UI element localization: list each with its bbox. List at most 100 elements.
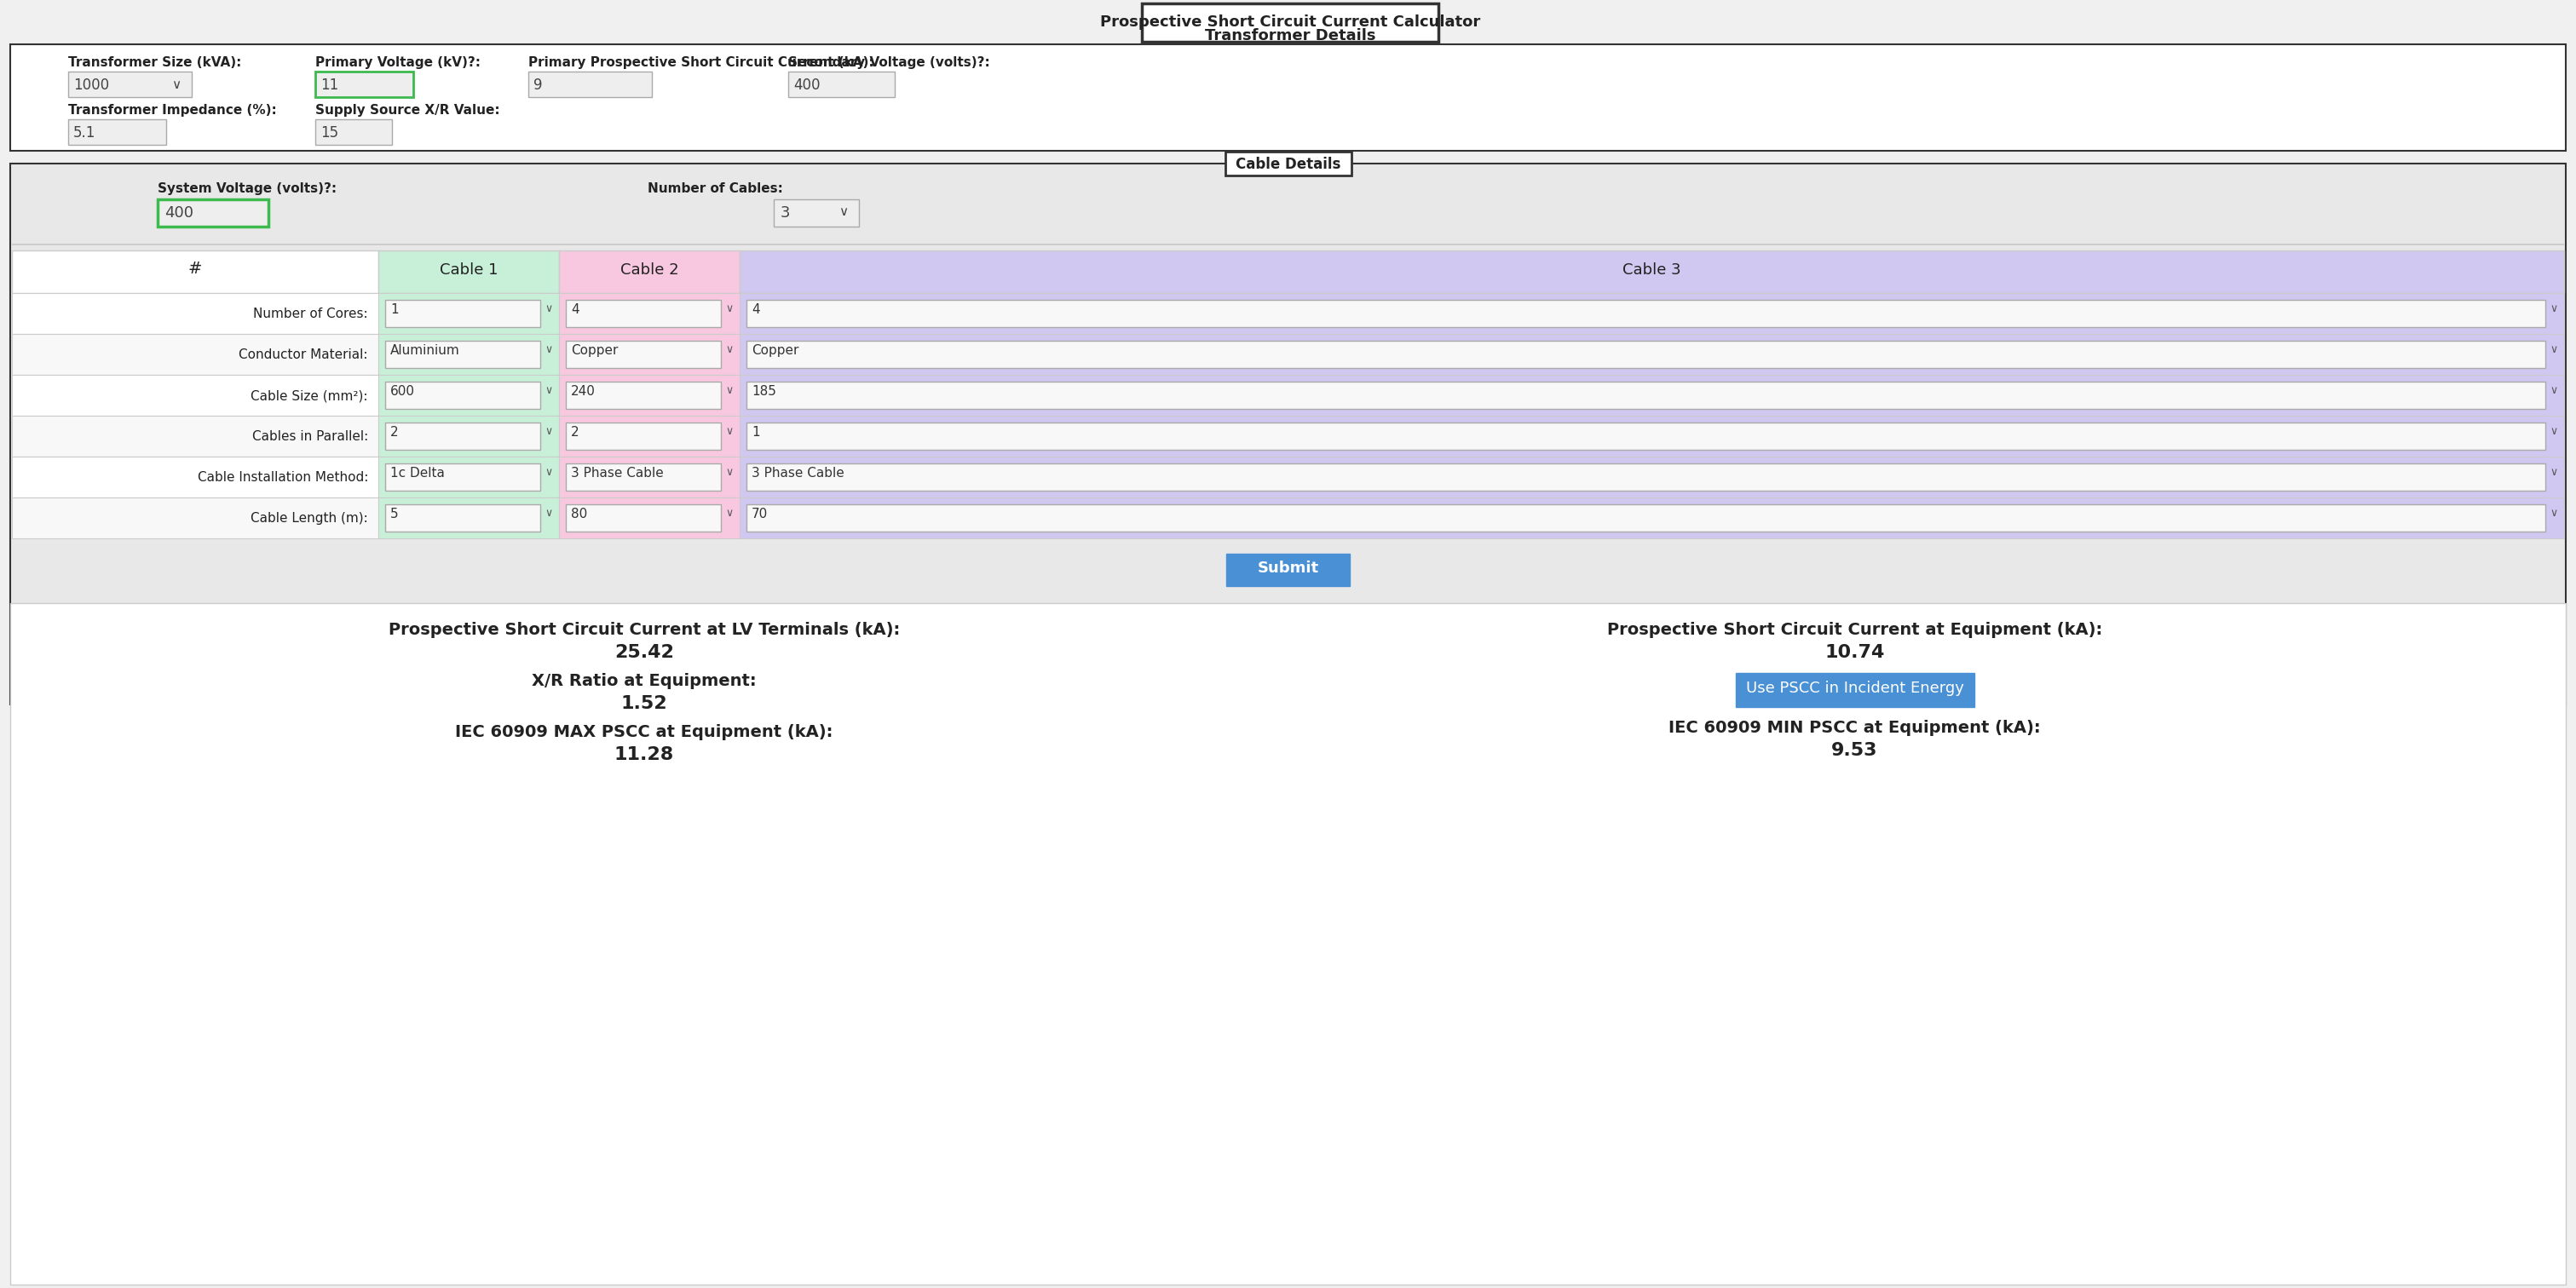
Text: ∨: ∨ <box>2550 385 2558 397</box>
Bar <box>13 497 379 538</box>
Bar <box>559 456 739 497</box>
Bar <box>386 341 541 368</box>
Text: 25.42: 25.42 <box>613 644 675 661</box>
Bar <box>747 341 2545 368</box>
Bar <box>747 464 2545 491</box>
Text: ∨: ∨ <box>726 507 734 519</box>
Text: 240: 240 <box>572 385 595 398</box>
Text: 10.74: 10.74 <box>1824 644 1886 661</box>
Bar <box>10 44 2566 151</box>
Text: Primary Prospective Short Circuit Current (kA):: Primary Prospective Short Circuit Curren… <box>528 57 873 70</box>
Text: 185: 185 <box>752 385 775 398</box>
Bar <box>739 250 2563 294</box>
Text: IEC 60909 MIN PSCC at Equipment (kA):: IEC 60909 MIN PSCC at Equipment (kA): <box>1669 720 2040 735</box>
Bar <box>13 416 379 456</box>
Text: 3 Phase Cable: 3 Phase Cable <box>752 466 845 479</box>
Bar <box>739 294 2563 334</box>
Bar <box>739 375 2563 416</box>
Text: Transformer Impedance (%):: Transformer Impedance (%): <box>67 104 276 117</box>
Text: ∨: ∨ <box>840 205 848 218</box>
Bar <box>386 505 541 532</box>
Text: Number of Cables:: Number of Cables: <box>647 183 783 194</box>
Text: 9: 9 <box>533 77 544 93</box>
Bar <box>379 497 559 538</box>
Text: Submit: Submit <box>1257 560 1319 576</box>
Bar <box>559 250 739 294</box>
Text: Copper: Copper <box>572 344 618 357</box>
Text: Aluminium: Aluminium <box>392 344 461 357</box>
Text: 3: 3 <box>781 205 791 220</box>
Bar <box>747 505 2545 532</box>
Text: 4: 4 <box>572 303 580 316</box>
Text: ∨: ∨ <box>726 303 734 314</box>
Text: ∨: ∨ <box>544 466 551 478</box>
Text: #: # <box>188 260 201 277</box>
Text: 11: 11 <box>319 77 337 93</box>
Text: ∨: ∨ <box>726 385 734 397</box>
Bar <box>559 294 739 334</box>
Text: 15: 15 <box>319 125 337 140</box>
Text: 2: 2 <box>392 426 399 439</box>
Bar <box>67 120 167 144</box>
Bar <box>386 381 541 408</box>
Text: 5: 5 <box>392 507 399 520</box>
Text: ∨: ∨ <box>544 303 551 314</box>
Text: ∨: ∨ <box>2550 507 2558 519</box>
Bar <box>559 416 739 456</box>
Text: System Voltage (volts)?:: System Voltage (volts)?: <box>157 183 337 194</box>
Bar <box>157 200 268 227</box>
Bar <box>1226 554 1350 586</box>
Bar <box>13 375 379 416</box>
Bar <box>1226 152 1350 175</box>
Bar <box>379 294 559 334</box>
Text: ∨: ∨ <box>726 426 734 437</box>
Bar <box>13 250 379 294</box>
Text: 5.1: 5.1 <box>72 125 95 140</box>
Text: X/R Ratio at Equipment:: X/R Ratio at Equipment: <box>531 672 757 689</box>
Text: Cable 3: Cable 3 <box>1623 263 1682 278</box>
Text: Copper: Copper <box>752 344 799 357</box>
Bar <box>314 72 412 97</box>
Text: ∨: ∨ <box>2550 466 2558 478</box>
Text: 70: 70 <box>752 507 768 520</box>
Bar <box>788 72 894 97</box>
Text: 600: 600 <box>392 385 415 398</box>
Text: ∨: ∨ <box>544 507 551 519</box>
Bar <box>567 300 721 327</box>
Text: Number of Cores:: Number of Cores: <box>252 308 368 321</box>
Text: ∨: ∨ <box>544 426 551 437</box>
Text: 400: 400 <box>793 77 819 93</box>
Bar <box>10 164 2566 705</box>
Text: ∨: ∨ <box>2550 303 2558 314</box>
Text: 11.28: 11.28 <box>613 746 675 764</box>
Text: 1: 1 <box>392 303 399 316</box>
Text: Cable Size (mm²):: Cable Size (mm²): <box>250 389 368 402</box>
Bar <box>773 200 858 227</box>
Bar <box>567 464 721 491</box>
Bar <box>567 341 721 368</box>
Bar <box>67 72 191 97</box>
Bar <box>379 416 559 456</box>
Bar <box>1141 4 1437 41</box>
Bar <box>379 375 559 416</box>
Text: 9.53: 9.53 <box>1832 742 1878 759</box>
Text: ∨: ∨ <box>173 79 180 91</box>
Bar <box>747 422 2545 450</box>
Text: ∨: ∨ <box>544 344 551 355</box>
Bar <box>10 603 2566 1284</box>
Text: Supply Source X/R Value:: Supply Source X/R Value: <box>314 104 500 117</box>
Text: 2: 2 <box>572 426 580 439</box>
Text: ∨: ∨ <box>2550 344 2558 355</box>
Bar <box>747 300 2545 327</box>
Text: Prospective Short Circuit Current at Equipment (kA):: Prospective Short Circuit Current at Equ… <box>1607 622 2102 638</box>
Text: 1.52: 1.52 <box>621 696 667 712</box>
Text: Primary Voltage (kV)?:: Primary Voltage (kV)?: <box>314 57 482 70</box>
Text: 80: 80 <box>572 507 587 520</box>
Text: Prospective Short Circuit Current Calculator: Prospective Short Circuit Current Calcul… <box>1100 14 1481 30</box>
Text: Cable Length (m):: Cable Length (m): <box>250 511 368 524</box>
Text: ∨: ∨ <box>2550 426 2558 437</box>
Bar <box>379 334 559 375</box>
Text: Cable 1: Cable 1 <box>440 263 497 278</box>
Bar <box>1736 672 1973 707</box>
Bar <box>13 456 379 497</box>
